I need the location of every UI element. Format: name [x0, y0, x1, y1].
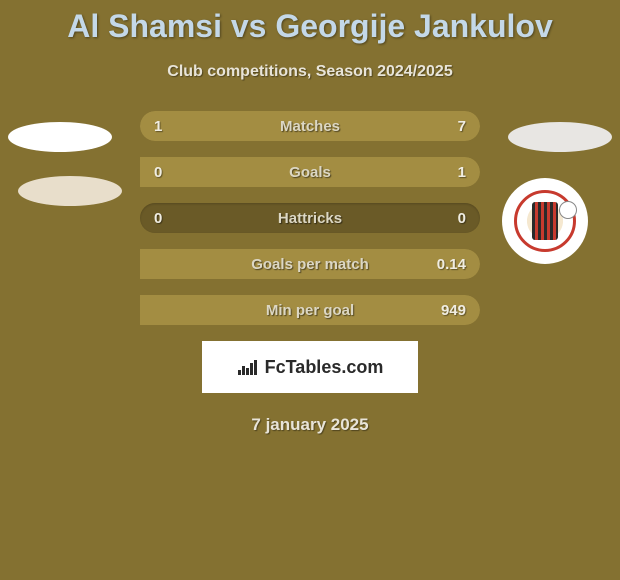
stat-row: 949 Min per goal — [0, 295, 620, 325]
stat-value-right: 1 — [458, 164, 466, 181]
stats-container: 1 7 Matches 0 1 Goals 0 0 Hattricks 0.14 Goals per… — [0, 111, 620, 325]
stat-value-left: 0 — [154, 164, 162, 181]
stat-value-right: 7 — [458, 118, 466, 135]
stat-label: Goals — [289, 164, 331, 181]
attribution-text: FcTables.com — [265, 357, 384, 378]
stat-value-right: 0 — [458, 210, 466, 227]
stat-value-right: 0.14 — [437, 256, 466, 273]
date-text: 7 january 2025 — [0, 415, 620, 435]
page-subtitle: Club competitions, Season 2024/2025 — [0, 63, 620, 81]
stat-row: 0.14 Goals per match — [0, 249, 620, 279]
stat-row: 1 7 Matches — [0, 111, 620, 141]
stat-value-right: 949 — [441, 302, 466, 319]
stat-row: 0 0 Hattricks — [0, 203, 620, 233]
chart-icon — [237, 358, 259, 376]
stat-bar: 0 0 Hattricks — [140, 203, 480, 233]
page-title: Al Shamsi vs Georgije Jankulov — [0, 0, 620, 45]
stat-value-left: 0 — [154, 210, 162, 227]
stat-value-left: 1 — [154, 118, 162, 135]
stat-label: Matches — [280, 118, 340, 135]
stat-bar: 0 1 Goals — [140, 157, 480, 187]
stat-label: Min per goal — [266, 302, 354, 319]
attribution-box: FcTables.com — [202, 341, 418, 393]
stat-bar: 0.14 Goals per match — [140, 249, 480, 279]
stat-bar: 949 Min per goal — [140, 295, 480, 325]
stat-label: Goals per match — [251, 256, 369, 273]
stat-bar: 1 7 Matches — [140, 111, 480, 141]
stat-row: 0 1 Goals — [0, 157, 620, 187]
stat-label: Hattricks — [278, 210, 342, 227]
